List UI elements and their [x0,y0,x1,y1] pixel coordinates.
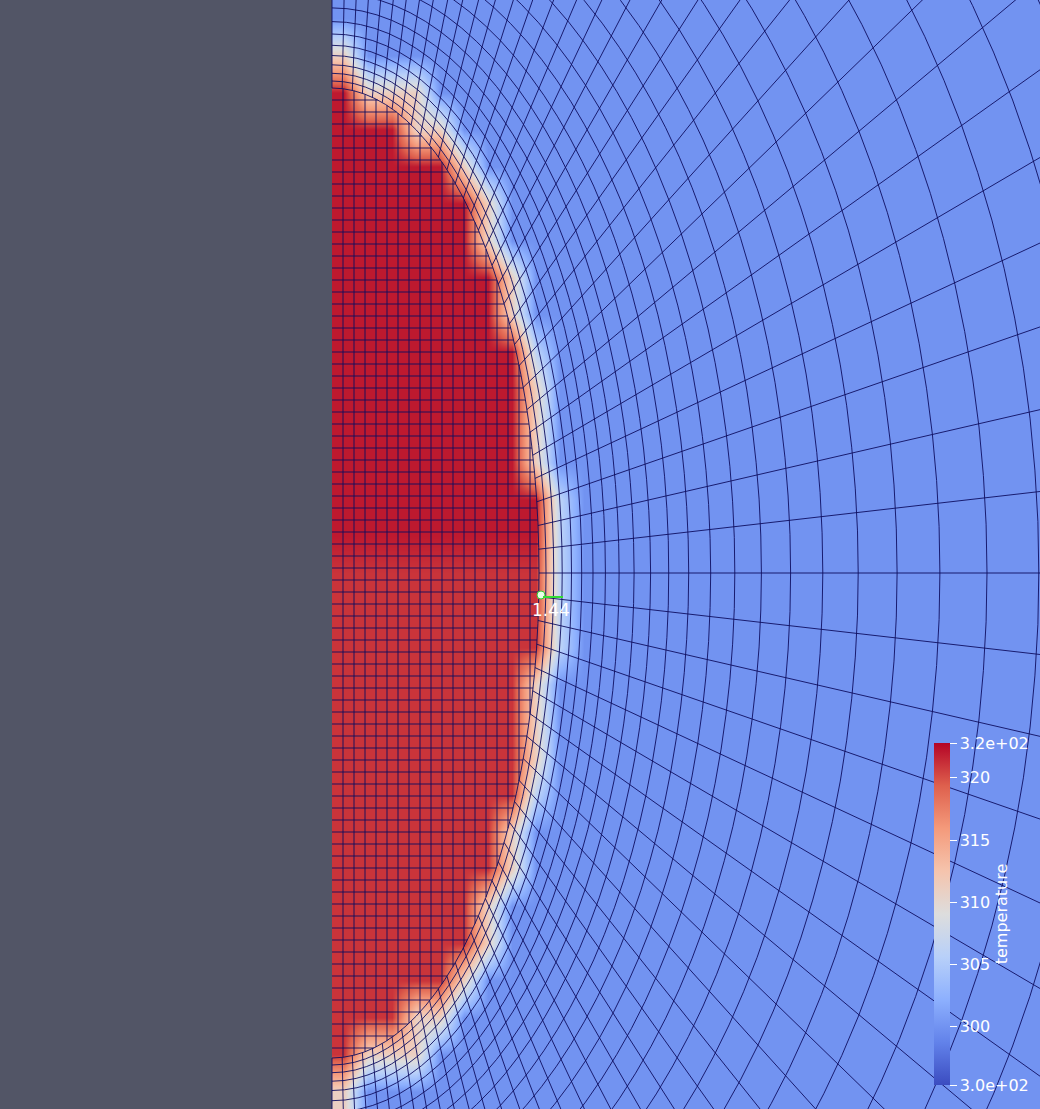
svg-text:3.0e+02: 3.0e+02 [960,1076,1029,1095]
svg-text:300: 300 [960,1017,991,1036]
svg-text:temperature: temperature [992,864,1011,965]
svg-text:320: 320 [960,768,991,787]
svg-text:305: 305 [960,955,991,974]
svg-text:315: 315 [960,831,991,850]
svg-text:1.44: 1.44 [532,600,570,620]
svg-text:310: 310 [960,893,991,912]
svg-text:3.2e+02: 3.2e+02 [960,734,1029,753]
